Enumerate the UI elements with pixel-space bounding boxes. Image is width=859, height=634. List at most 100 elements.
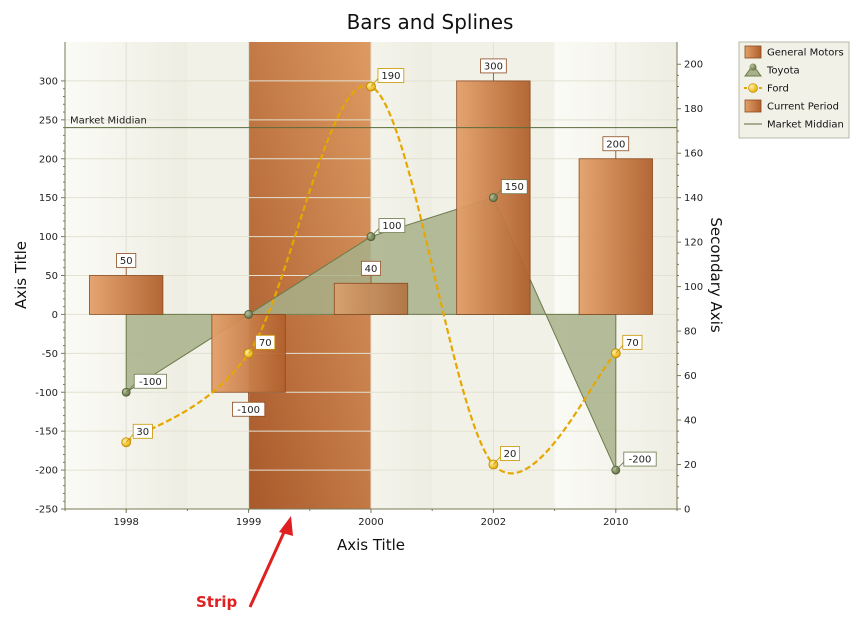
series-ford-spline [125,84,617,475]
annotation-text: Strip [196,593,238,611]
y2-tick-label: 40 [684,416,697,427]
data-label-leader [125,434,134,443]
data-label-ford: 190 [370,68,405,87]
y2-tick-label: 60 [684,371,697,382]
data-label-leader [493,189,502,198]
chart-title: Bars and Splines [347,10,514,34]
y2-axis-title: Secondary Axis [707,217,725,333]
legend-marker [748,83,758,93]
legend-item-market-middian: Market Middian [744,120,844,131]
legend-label: General Motors [767,48,844,59]
data-label-leader [125,383,135,393]
data-label-leader [248,345,256,354]
y-tick-label: 50 [45,271,58,282]
data-label-leader [370,78,379,87]
data-label-box [602,136,630,152]
data-label-box [231,401,266,417]
legend-item-toyota: Toyota [744,63,800,77]
x-tick-label: 2010 [603,517,628,528]
legend-marker [749,63,757,71]
y2-tick-label: 160 [684,149,703,160]
data-label-box [500,179,528,195]
data-label-text: 70 [259,338,272,349]
data-label-general-motors: 40 [360,260,381,284]
data-label-toyota: 100 [370,218,406,237]
data-label-box [378,218,406,233]
data-label-leader [370,228,380,237]
data-label-box [255,334,276,350]
x-tick-label: 1998 [113,517,138,528]
x-tick-label: 2000 [358,517,383,528]
annotation-arrow-line [248,529,287,608]
data-label-box [377,68,405,83]
data-label-box [132,423,153,439]
y2-tick-label: 100 [684,282,703,293]
data-label-general-motors: 200 [602,136,630,159]
y2-tick-label: 200 [684,60,703,71]
legend-label: Ford [767,84,789,95]
data-label-text: 40 [365,264,378,275]
bar-general-motors-2000[interactable] [333,282,409,315]
data-label-text: -100 [237,405,260,416]
data-label-text: -200 [629,455,652,466]
legend-item-ford: Ford [744,83,789,95]
legend-label: Toyota [766,66,800,77]
data-label-box [623,451,657,467]
legend-label: Market Middian [767,120,844,131]
legend-swatch [744,99,762,113]
x-axis-title: Axis Title [337,536,405,554]
bar-general-motors-1998[interactable] [89,275,164,315]
y2-tick-label: 20 [684,460,697,471]
data-label-toyota: -100 [125,373,167,393]
data-label-text: 20 [504,449,517,460]
data-label-general-motors: -100 [231,392,266,417]
legend-item-general-motors: General Motors [744,45,844,59]
data-label-text: 150 [505,182,524,193]
data-label-box [360,260,381,276]
data-label-text: 30 [136,427,149,438]
y2-tick-label: 140 [684,193,703,204]
y2-tick-label: 120 [684,238,703,249]
data-label-text: 100 [382,221,401,232]
y-tick-label: -100 [35,388,58,399]
legend-label: Current Period [767,102,839,113]
data-label-box [622,334,643,350]
data-label-leader [615,345,624,354]
data-label-ford: 70 [615,334,643,354]
y2-tick-label: 0 [684,505,690,516]
data-label-text: 200 [606,139,625,150]
y-tick-label: 150 [39,193,58,204]
y-tick-label: 100 [39,232,58,243]
data-label-ford: 70 [248,334,276,354]
constant-line-label: Market Middian [70,116,147,127]
y2-tick-label: 80 [684,327,697,338]
data-label-leader [493,456,501,465]
x-tick-label: 2002 [481,517,506,528]
data-label-toyota: 150 [493,179,528,198]
bar-general-motors-2010[interactable] [578,158,653,315]
strip-annotation: Strip [196,516,293,611]
data-label-text: 50 [120,256,133,267]
data-label-general-motors: 300 [480,58,507,81]
y-tick-label: -50 [42,349,58,360]
data-label-leader [615,461,625,471]
data-label-box [133,373,167,389]
data-label-toyota: -200 [615,451,657,471]
legend-item-current-period: Current Period [744,99,839,113]
y-tick-label: 250 [39,115,58,126]
data-label-general-motors: 50 [116,253,137,276]
data-label-box [116,253,137,268]
data-label-text: 300 [484,61,503,72]
data-label-box [499,446,520,461]
y2-tick-label: 180 [684,104,703,115]
legend: General Motors Toyota Ford Current Period Ma… [738,41,850,139]
annotation-arrowhead [279,516,293,536]
data-label-text: 70 [626,338,639,349]
y-tick-label: 200 [39,154,58,165]
y-tick-label: 300 [39,76,58,87]
data-label-ford: 30 [125,423,153,443]
y-tick-label: -150 [35,427,58,438]
point-toyota-1999[interactable] [244,310,254,319]
